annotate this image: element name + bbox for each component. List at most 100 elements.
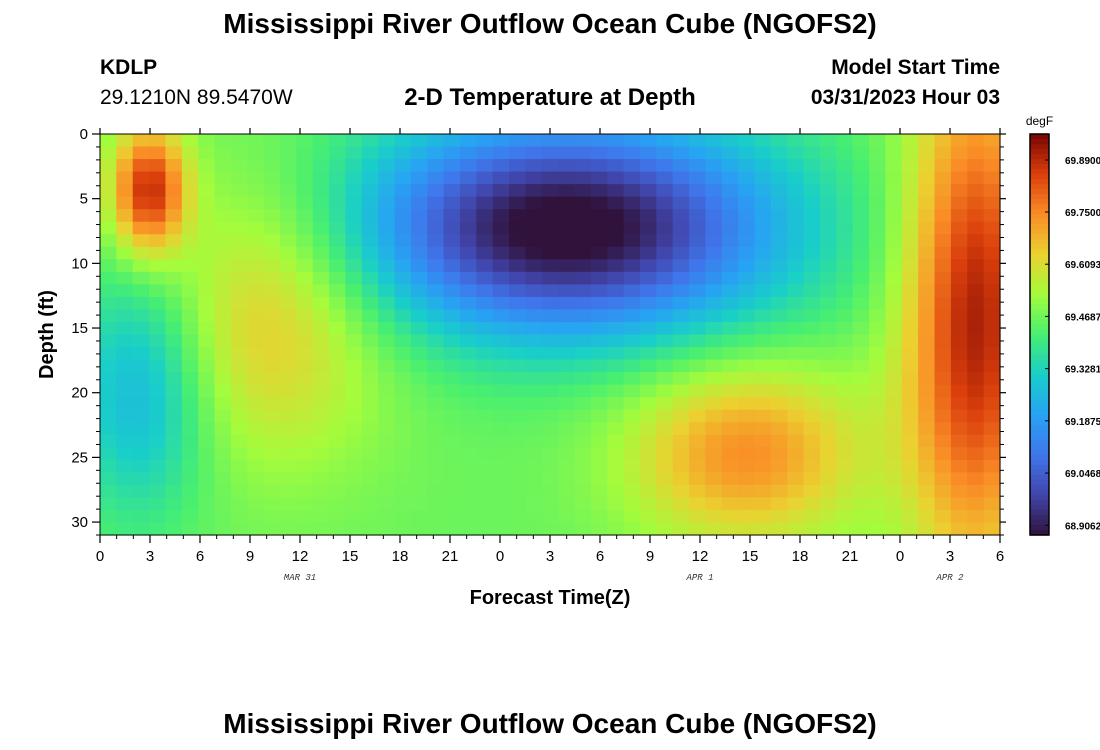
- colorbar-segment: [1030, 429, 1049, 436]
- heatmap-cell: [460, 484, 477, 499]
- heatmap-cell: [509, 459, 527, 473]
- heatmap-cell: [312, 296, 330, 311]
- heatmap-cell: [492, 146, 510, 160]
- heatmap-cell: [640, 259, 657, 273]
- colorbar-segment: [1030, 339, 1049, 346]
- heatmap-cell: [754, 184, 772, 198]
- heatmap-cell: [361, 359, 379, 373]
- heatmap-cell: [787, 447, 805, 461]
- heatmap-cell: [803, 209, 821, 223]
- heatmap-cell: [705, 221, 723, 235]
- heatmap-cell: [950, 472, 968, 486]
- heatmap-cell: [263, 484, 281, 499]
- heatmap-cell: [476, 409, 494, 423]
- colorbar-segment: [1030, 364, 1049, 371]
- heatmap-cell: [312, 334, 330, 348]
- heatmap-cell: [901, 196, 919, 210]
- heatmap-cell: [950, 359, 968, 373]
- heatmap-cell: [165, 184, 183, 198]
- heatmap-cell: [443, 209, 461, 223]
- heatmap-cell: [410, 484, 428, 499]
- heatmap-cell: [983, 296, 1001, 311]
- heatmap-cell: [394, 509, 412, 524]
- heatmap-cell: [345, 209, 363, 223]
- heatmap-cell: [230, 359, 248, 373]
- heatmap-cell: [738, 372, 756, 386]
- heatmap-cell: [738, 209, 756, 223]
- heatmap-cell: [280, 309, 297, 323]
- heatmap-cell: [280, 397, 297, 411]
- heatmap-cell: [852, 347, 870, 361]
- heatmap-cell: [656, 484, 674, 499]
- heatmap-cell: [312, 171, 330, 185]
- heatmap-cell: [378, 434, 396, 448]
- heatmap-cell: [590, 384, 608, 398]
- heatmap-cell: [967, 397, 985, 411]
- heatmap-cell: [460, 159, 477, 173]
- heatmap-cell: [443, 171, 461, 185]
- heatmap-cell: [574, 309, 592, 323]
- heatmap-cell: [198, 484, 216, 499]
- heatmap-cell: [934, 259, 952, 273]
- heatmap-cell: [967, 146, 985, 160]
- heatmap-cell: [149, 497, 167, 511]
- heatmap-cell: [427, 134, 445, 148]
- heatmap-cell: [247, 384, 265, 398]
- heatmap-cell: [214, 334, 232, 348]
- heatmap-cell: [689, 309, 707, 323]
- heatmap-cell: [296, 359, 314, 373]
- heatmap-cell: [100, 146, 117, 160]
- heatmap-cell: [607, 221, 625, 235]
- heatmap-cell: [296, 522, 314, 536]
- heatmap-cell: [820, 321, 837, 336]
- heatmap-cell: [590, 472, 608, 486]
- heatmap-cell: [116, 321, 134, 336]
- heatmap-cell: [345, 447, 363, 461]
- heatmap-cell: [672, 246, 690, 260]
- colorbar-segment: [1030, 369, 1049, 376]
- heatmap-cell: [623, 196, 641, 210]
- heatmap-cell: [901, 359, 919, 373]
- heatmap-cell: [361, 234, 379, 248]
- heatmap-cell: [918, 334, 936, 348]
- heatmap-cell: [263, 171, 281, 185]
- heatmap-cell: [116, 359, 134, 373]
- heatmap-cell: [558, 509, 576, 524]
- heatmap-cell: [116, 171, 134, 185]
- heatmap-cell: [967, 509, 985, 524]
- heatmap-cell: [345, 284, 363, 298]
- heatmap-cell: [230, 284, 248, 298]
- colorbar-segment: [1030, 479, 1049, 486]
- heatmap-cell: [705, 334, 723, 348]
- heatmap-cell: [590, 434, 608, 448]
- heatmap-cell: [574, 221, 592, 235]
- heatmap-cell: [607, 397, 625, 411]
- heatmap-cell: [443, 347, 461, 361]
- x-tick-label: 15: [342, 548, 359, 565]
- colorbar-segment: [1030, 509, 1049, 516]
- heatmap-cell: [869, 146, 887, 160]
- heatmap-cell: [885, 434, 903, 448]
- heatmap-cell: [901, 434, 919, 448]
- heatmap-cell: [836, 422, 854, 436]
- heatmap-cell: [263, 334, 281, 348]
- heatmap-cell: [460, 184, 477, 198]
- heatmap-cell: [476, 434, 494, 448]
- heatmap-cell: [345, 146, 363, 160]
- heatmap-cell: [181, 309, 199, 323]
- heatmap-cell: [181, 221, 199, 235]
- heatmap-cell: [541, 459, 559, 473]
- heatmap-cell: [754, 422, 772, 436]
- heatmap-cell: [590, 209, 608, 223]
- heatmap-cell: [721, 434, 739, 448]
- heatmap-cell: [705, 397, 723, 411]
- heatmap-cell: [410, 509, 428, 524]
- heatmap-cell: [492, 397, 510, 411]
- heatmap-cell: [361, 259, 379, 273]
- heatmap-cell: [165, 509, 183, 524]
- page-title: Mississippi River Outflow Ocean Cube (NG…: [223, 8, 877, 39]
- heatmap-cell: [983, 134, 1001, 148]
- heatmap-cell: [378, 296, 396, 311]
- heatmap-cell: [198, 271, 216, 285]
- heatmap-cell: [623, 271, 641, 285]
